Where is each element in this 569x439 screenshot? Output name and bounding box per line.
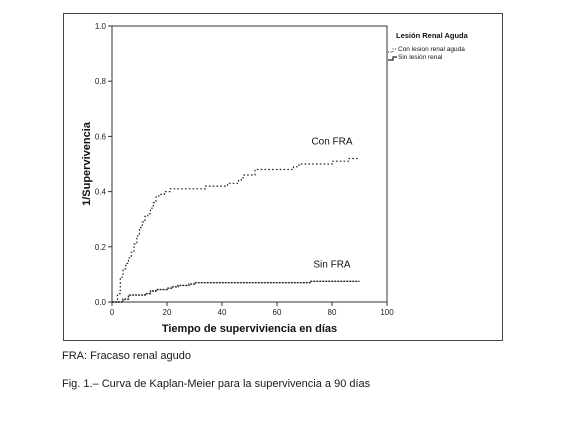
kaplan-meier-chart: 0.0 0.2 0.4 0.6 0.8 1.0 0 20 40 60 80 100 Tiempo de … <box>81 22 469 335</box>
legend-entry-con-fra: Con lesion renal aguda <box>398 46 465 53</box>
annotation-sin-fra: Sin FRA <box>313 260 351 271</box>
y-tick-label: 0.8 <box>95 77 107 86</box>
y-axis-title: 1/Supervivencia <box>81 121 93 206</box>
y-tick-label: 0.6 <box>95 132 107 141</box>
plot-area <box>111 25 388 303</box>
x-axis-title: Tiempo de superviviencia en días <box>162 323 337 335</box>
annotation-con-fra: Con FRA <box>311 137 352 148</box>
legend-entry-sin-fra: Sin lesión renal <box>398 54 443 61</box>
x-tick-label: 100 <box>380 308 394 317</box>
figure-caption: Fig. 1.– Curva de Kaplan-Meier para la s… <box>62 378 371 390</box>
abbreviation-note: FRA: Fracaso renal agudo <box>62 350 192 362</box>
series-line-con-fra <box>112 157 360 303</box>
y-tick-label: 1.0 <box>95 22 107 31</box>
y-tick-label: 0.4 <box>95 188 107 197</box>
y-tick-label: 0.2 <box>95 243 107 252</box>
legend-swatch-con-fra <box>388 48 397 53</box>
chart-figure: 0.0 0.2 0.4 0.6 0.8 1.0 0 20 40 60 80 100 Tiempo de … <box>63 13 503 341</box>
x-tick-label: 20 <box>163 308 172 317</box>
legend-swatch-sin-fra <box>388 56 397 61</box>
x-tick-label: 0 <box>110 308 115 317</box>
x-tick-label: 40 <box>218 308 227 317</box>
series-line-sin-fra <box>112 280 360 303</box>
legend-title: Lesión Renal Aguda <box>396 31 469 40</box>
y-tick-label: 0.0 <box>95 298 107 307</box>
x-tick-label: 80 <box>328 308 337 317</box>
x-tick-label: 60 <box>273 308 282 317</box>
